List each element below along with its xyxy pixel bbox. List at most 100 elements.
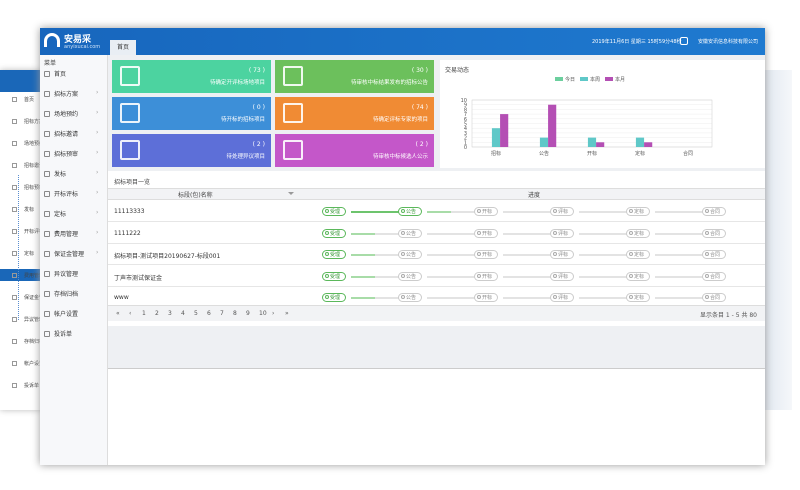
menu-item[interactable]: 招标邀请 <box>24 163 40 169</box>
filter-icon[interactable] <box>288 192 294 198</box>
menu-item[interactable]: 首页 <box>54 71 67 78</box>
menu-item[interactable]: 保证金管理 <box>54 251 85 258</box>
pager-item[interactable]: › <box>272 310 275 317</box>
pager-item[interactable]: 10 <box>259 310 267 317</box>
pager-item[interactable]: 8 <box>233 310 237 317</box>
menu-item[interactable]: 招标方案 <box>24 119 40 125</box>
step-icon <box>705 209 709 213</box>
menu-item[interactable]: 招标预审 <box>54 151 79 158</box>
pager-item[interactable]: ‹ <box>129 310 132 317</box>
menu-item[interactable]: 帐户设置 <box>24 361 40 367</box>
menu-item[interactable]: 场地预约 <box>54 111 79 118</box>
tile[interactable]: ( 2 ) 待审核中标候选人公示 <box>275 134 434 167</box>
pager-item[interactable]: 3 <box>168 310 172 317</box>
menu-item[interactable]: 开标评标 <box>24 229 40 235</box>
menu-item[interactable]: 存档归档 <box>24 339 40 345</box>
step-icon <box>325 273 329 278</box>
menu-item[interactable]: 费用管理 <box>54 231 79 238</box>
menu-icon <box>44 151 50 157</box>
progress-line <box>427 275 475 278</box>
step-icon <box>325 230 329 235</box>
step-icon <box>705 273 709 278</box>
menu-item[interactable]: 招标预审 <box>24 185 40 191</box>
menu-item[interactable]: 费用管理 <box>24 273 40 279</box>
step-icon <box>401 295 405 299</box>
menu-icon <box>12 383 17 388</box>
bell-icon[interactable] <box>680 37 688 45</box>
row-border <box>108 264 765 265</box>
step-badge <box>322 293 346 302</box>
step-label: 开标 <box>482 295 493 301</box>
step-label: 受理 <box>330 252 341 258</box>
step-icon <box>477 230 481 235</box>
menu-item[interactable]: 保证金管理 <box>24 295 40 301</box>
tile[interactable]: ( 30 ) 待审核中标结果发布的招标公告 <box>275 60 434 93</box>
step-badge <box>322 250 346 259</box>
y-tick-label: 7 <box>464 112 467 118</box>
step-badge <box>626 250 650 259</box>
progress-line <box>351 254 399 256</box>
tile[interactable]: ( 2 ) 待处理异议项目 <box>112 134 271 167</box>
pager-item[interactable]: 9 <box>246 310 250 317</box>
menu-item[interactable]: 首页 <box>24 97 35 103</box>
menu-icon <box>44 251 50 257</box>
row-name[interactable]: 1111222 <box>114 229 141 237</box>
step-label: 受理 <box>330 273 341 280</box>
menu-item[interactable]: 招标邀请 <box>54 131 79 138</box>
column-header: 进度 <box>528 192 541 199</box>
tile-icon <box>120 66 140 86</box>
menu-item[interactable]: 定标 <box>54 211 67 218</box>
pager-item[interactable]: 6 <box>207 310 211 317</box>
menu-item[interactable]: 异议管理 <box>24 317 40 323</box>
sidebar-title: 菜单 <box>44 60 57 67</box>
pager-item[interactable]: 5 <box>194 310 198 317</box>
menu-item[interactable]: 招标方案 <box>54 91 79 98</box>
menu-item[interactable]: 存档归档 <box>54 291 79 298</box>
row-name[interactable]: www <box>114 294 129 301</box>
company[interactable]: 安徽安讯信息科技有限公司 <box>698 39 759 45</box>
step-badge <box>626 271 650 281</box>
menu-item[interactable]: 场地预约 <box>24 141 40 147</box>
row-name[interactable]: 丁声市测试保证金 <box>114 274 163 282</box>
row-name[interactable]: 11113333 <box>114 208 145 215</box>
menu-item[interactable]: 投诉单 <box>24 383 40 389</box>
menu-item[interactable]: 发标 <box>24 207 35 213</box>
menu-item[interactable]: 发标 <box>54 171 67 178</box>
tile-count: ( 2 ) <box>415 141 428 148</box>
menu-icon <box>12 273 17 278</box>
menu-arrow: › <box>96 209 99 216</box>
progress-line <box>579 254 627 256</box>
table-header: 标段(包)名称 进度 <box>108 188 765 200</box>
pager-item[interactable]: 2 <box>155 310 159 317</box>
legend-label: 本月 <box>615 76 625 83</box>
menu-item[interactable]: 开标评标 <box>54 191 79 198</box>
row-name[interactable]: 招标项目-测试项目20190627-标段001 <box>114 253 221 260</box>
step-icon <box>401 209 405 213</box>
step-badge <box>626 207 650 216</box>
step-label: 合同 <box>710 209 721 215</box>
menu-item[interactable]: 投诉单 <box>54 331 73 338</box>
tile[interactable]: ( 74 ) 待确定评标专家的项目 <box>275 97 434 130</box>
pager-item[interactable]: 4 <box>181 310 185 317</box>
menu-item[interactable]: 定标 <box>24 251 35 257</box>
progress-line <box>655 254 703 256</box>
step-label: 受理 <box>330 209 341 215</box>
menu-icon <box>12 119 17 124</box>
chart-panel: 交易动态 今日 本周 本月 0 1 2 3 4 5 6 7 8 9 10 招标 公告 开标 定标 合同 <box>440 60 765 168</box>
menu-item[interactable]: 异议管理 <box>54 271 79 278</box>
step-label: 定标 <box>634 230 645 237</box>
pager-item[interactable]: 1 <box>142 310 146 317</box>
pager-item[interactable]: 7 <box>220 310 224 317</box>
menu-icon <box>12 251 17 256</box>
pager-item[interactable]: « <box>116 310 120 317</box>
tab[interactable]: 首页 <box>110 40 136 55</box>
menu-item[interactable]: 帐户设置 <box>54 311 79 318</box>
pager-item[interactable]: » <box>285 310 289 317</box>
step-badge <box>474 293 498 302</box>
tile[interactable]: ( 73 ) 待确定开评标场地项目 <box>112 60 271 93</box>
menu-icon <box>44 71 50 77</box>
tile[interactable]: ( 0 ) 待开标的招标项目 <box>112 97 271 130</box>
bar <box>587 137 597 147</box>
step-icon <box>401 273 405 278</box>
